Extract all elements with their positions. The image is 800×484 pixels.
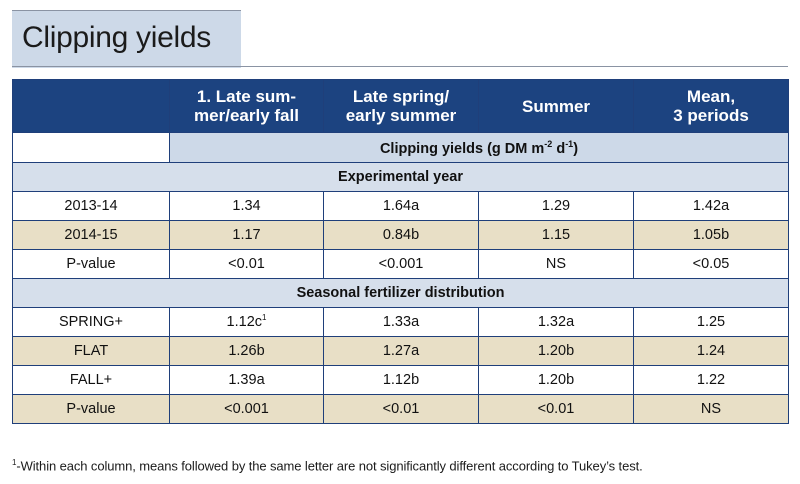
- cell-value: <0.001: [224, 401, 269, 417]
- cell-value: 0.84b: [382, 227, 420, 243]
- table-cell: 1.33a: [323, 307, 479, 337]
- cell-value: 1.12b: [382, 372, 420, 388]
- table-cell: 1.27a: [323, 336, 479, 366]
- section-label: Experimental year: [12, 162, 789, 192]
- table-cell: 1.42a: [633, 191, 789, 221]
- table-row: SPRING+ 1.12c1 1.33a 1.32a 1.25: [12, 307, 789, 337]
- cell-value: <0.05: [692, 256, 730, 272]
- column-header: 1. Late sum-mer/early fall: [169, 79, 324, 133]
- row-label: FALL+: [12, 365, 170, 395]
- row-label: 2013-14: [12, 191, 170, 221]
- table-cell: 1.64a: [323, 191, 479, 221]
- cell-value: 1.22: [696, 372, 726, 388]
- table-row: FALL+ 1.39a 1.12b 1.20b 1.22: [12, 365, 789, 395]
- table-cell: NS: [633, 394, 789, 424]
- cell-value: 1.33a: [382, 314, 420, 330]
- footnote: 1-Within each column, means followed by …: [12, 458, 643, 473]
- table-cell: 1.20b: [478, 365, 634, 395]
- blank-cell: [12, 132, 170, 163]
- column-header-row: 1. Late sum-mer/early fall Late spring/e…: [12, 79, 789, 133]
- cell-value: 1.17: [232, 227, 261, 243]
- table-cell: 1.29: [478, 191, 634, 221]
- table-cell: <0.05: [633, 249, 789, 279]
- cell-value: 1.26b: [228, 343, 265, 359]
- header-line2: 3 periods: [673, 106, 749, 125]
- table-cell: 1.32a: [478, 307, 634, 337]
- cell-value: 1.27a: [382, 343, 420, 359]
- cell-value: <0.01: [228, 256, 265, 272]
- cell-value: 1.15: [541, 227, 571, 243]
- table-cell: <0.001: [323, 249, 479, 279]
- page-title: Clipping yields: [22, 21, 211, 54]
- section-header-row: Seasonal fertilizer distribution: [12, 278, 789, 308]
- table-cell: <0.001: [169, 394, 324, 424]
- units-row: Clipping yields (g DM m-2 d-1): [12, 132, 789, 163]
- cell-value: 1.29: [541, 198, 571, 214]
- table-cell: 1.24: [633, 336, 789, 366]
- row-label: FLAT: [12, 336, 170, 366]
- footnote-text: -Within each column, means followed by t…: [16, 458, 643, 474]
- section-header-row: Experimental year: [12, 162, 789, 192]
- title-box: Clipping yields: [12, 10, 241, 68]
- cell-value: 1.20b: [537, 372, 575, 388]
- cell-value: 1.05b: [692, 227, 730, 243]
- footnote-ref: 1: [262, 313, 267, 323]
- cell-value: 1.42a: [692, 198, 730, 214]
- cell-value: 1.39a: [228, 372, 265, 388]
- cell-value: <0.01: [382, 401, 420, 417]
- cell-value: 1.32a: [537, 314, 575, 330]
- header-line1: Summer: [521, 96, 591, 116]
- table-cell: 1.15: [478, 220, 634, 250]
- table-cell: <0.01: [169, 249, 324, 279]
- table-row: 2013-14 1.34 1.64a 1.29 1.42a: [12, 191, 789, 221]
- corner-cell: [12, 79, 170, 133]
- cell-value: 1.25: [696, 314, 726, 330]
- row-label: P-value: [12, 394, 170, 424]
- table-cell: 1.22: [633, 365, 789, 395]
- header-line1: Mean,: [686, 87, 736, 106]
- cell-value: 1.34: [232, 198, 261, 214]
- header-line1: Late spring/: [352, 87, 450, 106]
- table-cell: 1.17: [169, 220, 324, 250]
- table-cell: 1.25: [633, 307, 789, 337]
- title-rule: [12, 66, 788, 67]
- table-row: P-value <0.001 <0.01 <0.01 NS: [12, 394, 789, 424]
- footnote-marker: 1: [12, 458, 17, 467]
- row-label: SPRING+: [12, 307, 170, 337]
- table-cell: 1.34: [169, 191, 324, 221]
- cell-value: NS: [700, 401, 722, 417]
- cell-value: <0.001: [378, 256, 424, 272]
- column-header: Summer: [478, 79, 634, 133]
- column-header: Late spring/early summer: [323, 79, 479, 133]
- header-line1: 1. Late sum-: [196, 87, 297, 106]
- cell-value: 1.64a: [382, 198, 420, 214]
- cell-value: NS: [545, 256, 567, 272]
- table-cell: 1.12b: [323, 365, 479, 395]
- section-label: Seasonal fertilizer distribution: [12, 278, 789, 308]
- row-label: P-value: [12, 249, 170, 279]
- table-cell: <0.01: [478, 394, 634, 424]
- cell-value: 1.24: [696, 343, 726, 359]
- cell-value: 1.12c: [226, 314, 263, 330]
- table-cell: 1.12c1: [169, 307, 324, 337]
- column-header: Mean, 3 periods: [633, 79, 789, 133]
- cell-value: 1.20b: [537, 343, 575, 359]
- table-cell: 0.84b: [323, 220, 479, 250]
- table-cell: <0.01: [323, 394, 479, 424]
- units-label: Clipping yields (g DM m-2 d-1): [169, 132, 789, 163]
- table-row: 2014-15 1.17 0.84b 1.15 1.05b: [12, 220, 789, 250]
- table-cell: 1.05b: [633, 220, 789, 250]
- table-cell: 1.26b: [169, 336, 324, 366]
- table-cell: 1.20b: [478, 336, 634, 366]
- cell-value: <0.01: [537, 401, 575, 417]
- header-line2: mer/early fall: [194, 106, 299, 125]
- table-row: P-value <0.01 <0.001 NS <0.05: [12, 249, 789, 279]
- table-cell: 1.39a: [169, 365, 324, 395]
- header-line2: early summer: [345, 106, 457, 125]
- table-row: FLAT 1.26b 1.27a 1.20b 1.24: [12, 336, 789, 366]
- row-label: 2014-15: [12, 220, 170, 250]
- clipping-yields-table: 1. Late sum-mer/early fall Late spring/e…: [12, 79, 789, 424]
- table-cell: NS: [478, 249, 634, 279]
